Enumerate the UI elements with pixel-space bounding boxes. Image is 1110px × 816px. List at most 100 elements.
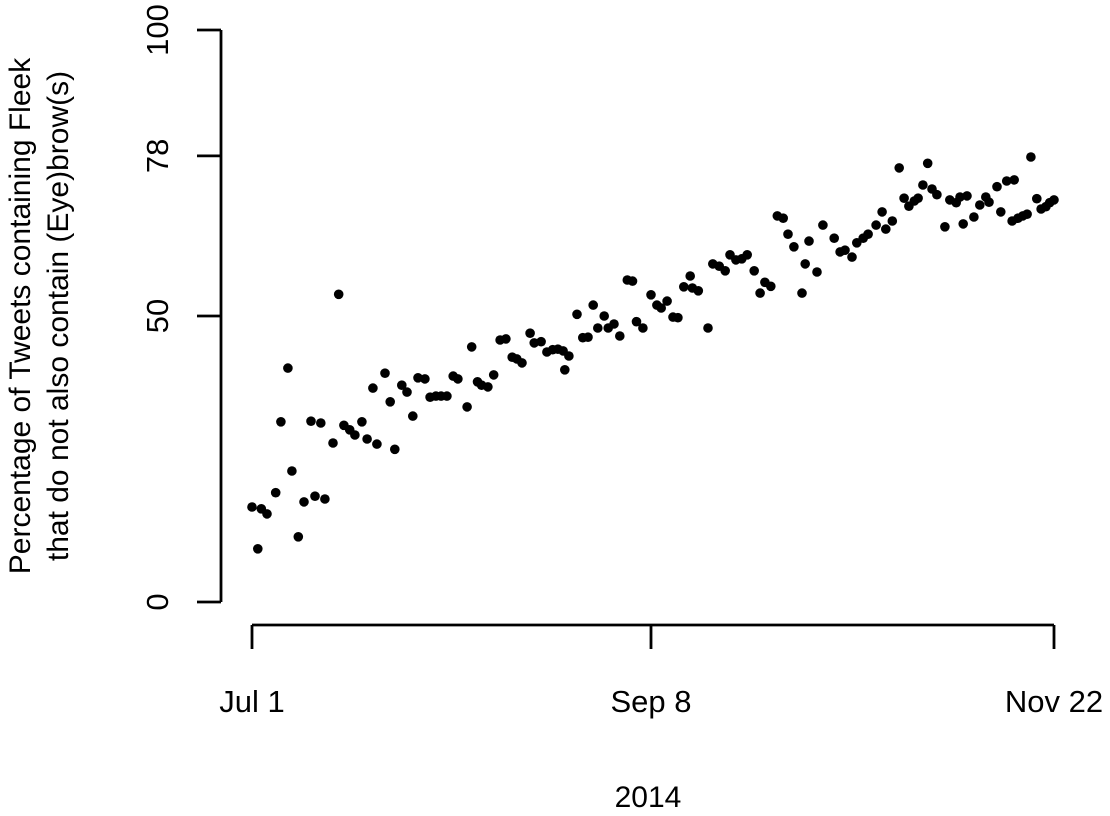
data-point [501, 334, 511, 344]
data-point [333, 289, 344, 300]
data-point [962, 191, 972, 201]
plot-area: 0 50 78 100 Jul 1 Sep 8 Nov 22 [140, 4, 1103, 719]
data-point [583, 332, 593, 343]
y-axis-title-line2: that do not also contain (Eye)brow(s) [42, 71, 75, 561]
data-point [517, 358, 527, 368]
data-point [646, 290, 656, 300]
data-point [992, 181, 1002, 192]
data-point [894, 163, 904, 173]
data-point [984, 197, 994, 207]
data-point [1009, 175, 1019, 185]
data-point [797, 288, 807, 298]
data-point [525, 328, 535, 339]
data-point [283, 363, 293, 373]
data-point [252, 544, 263, 554]
y-tick-label: 0 [140, 593, 175, 610]
x-tick-label: Nov 22 [1005, 684, 1103, 719]
data-point [742, 250, 752, 260]
data-point [560, 365, 570, 375]
data-point [1032, 193, 1042, 204]
data-point [320, 494, 330, 504]
data-point [397, 380, 407, 391]
data-point [385, 397, 396, 407]
data-point [483, 382, 493, 392]
data-point [466, 342, 477, 352]
data-point [299, 497, 309, 507]
data-point [755, 288, 765, 298]
data-point [306, 416, 316, 427]
data-point [1001, 176, 1012, 186]
data-point [656, 303, 666, 313]
data-point [969, 212, 979, 222]
data-point [572, 309, 582, 320]
data-point [932, 189, 942, 200]
data-point [402, 387, 412, 397]
data-point [749, 266, 759, 276]
data-point [631, 316, 642, 327]
data-point [1022, 209, 1032, 219]
data-point [940, 222, 950, 232]
data-point [593, 323, 603, 333]
data-point [372, 439, 382, 449]
data-point [564, 351, 574, 361]
data-point [840, 245, 850, 255]
data-point [877, 207, 887, 217]
data-point [804, 236, 814, 246]
data-point [881, 224, 891, 234]
y-axis-title-line1: Percentage of Tweets containing Fleek [4, 57, 37, 574]
x-tick-label: Sep 8 [610, 684, 691, 719]
data-point [380, 368, 390, 379]
data-point [899, 193, 909, 203]
data-point [800, 259, 810, 269]
data-point [408, 411, 418, 421]
data-point [599, 311, 609, 321]
data-point [368, 383, 378, 393]
data-point [673, 312, 683, 323]
y-tick-label: 50 [140, 299, 175, 333]
data-point [918, 180, 928, 190]
data-point [829, 233, 839, 243]
data-point [536, 336, 546, 347]
data-point [287, 466, 297, 476]
data-point [818, 220, 828, 230]
y-tick-label: 100 [140, 4, 175, 56]
data-point [310, 491, 320, 502]
data-point [328, 438, 338, 448]
data-point [1049, 195, 1059, 205]
data-point [627, 276, 638, 286]
data-point [685, 271, 695, 281]
data-point [789, 242, 799, 252]
data-point [958, 219, 968, 229]
x-axis-year-label: 2014 [615, 781, 682, 814]
data-point [357, 417, 367, 427]
data-point [913, 193, 923, 203]
data-point [693, 286, 704, 296]
data-point [812, 267, 822, 277]
data-point [350, 430, 360, 440]
data-point [1026, 152, 1036, 162]
data-point [871, 220, 881, 230]
data-point [262, 509, 272, 519]
data-point [975, 200, 985, 210]
data-point [922, 158, 933, 169]
data-point [609, 319, 619, 329]
data-point [316, 418, 326, 428]
data-point [847, 252, 857, 262]
data-point [766, 281, 776, 292]
data-point [276, 417, 286, 427]
data-point [783, 229, 793, 239]
data-point [703, 323, 713, 333]
data-point [778, 213, 788, 223]
data-point [462, 402, 472, 412]
data-point [247, 502, 257, 512]
data-point [720, 266, 730, 276]
data-point [996, 207, 1006, 217]
data-point [270, 487, 281, 498]
data-point [638, 323, 648, 333]
data-point [453, 374, 463, 384]
x-tick-label: Jul 1 [219, 684, 284, 719]
y-tick-label: 78 [140, 139, 175, 173]
data-point [488, 370, 499, 380]
